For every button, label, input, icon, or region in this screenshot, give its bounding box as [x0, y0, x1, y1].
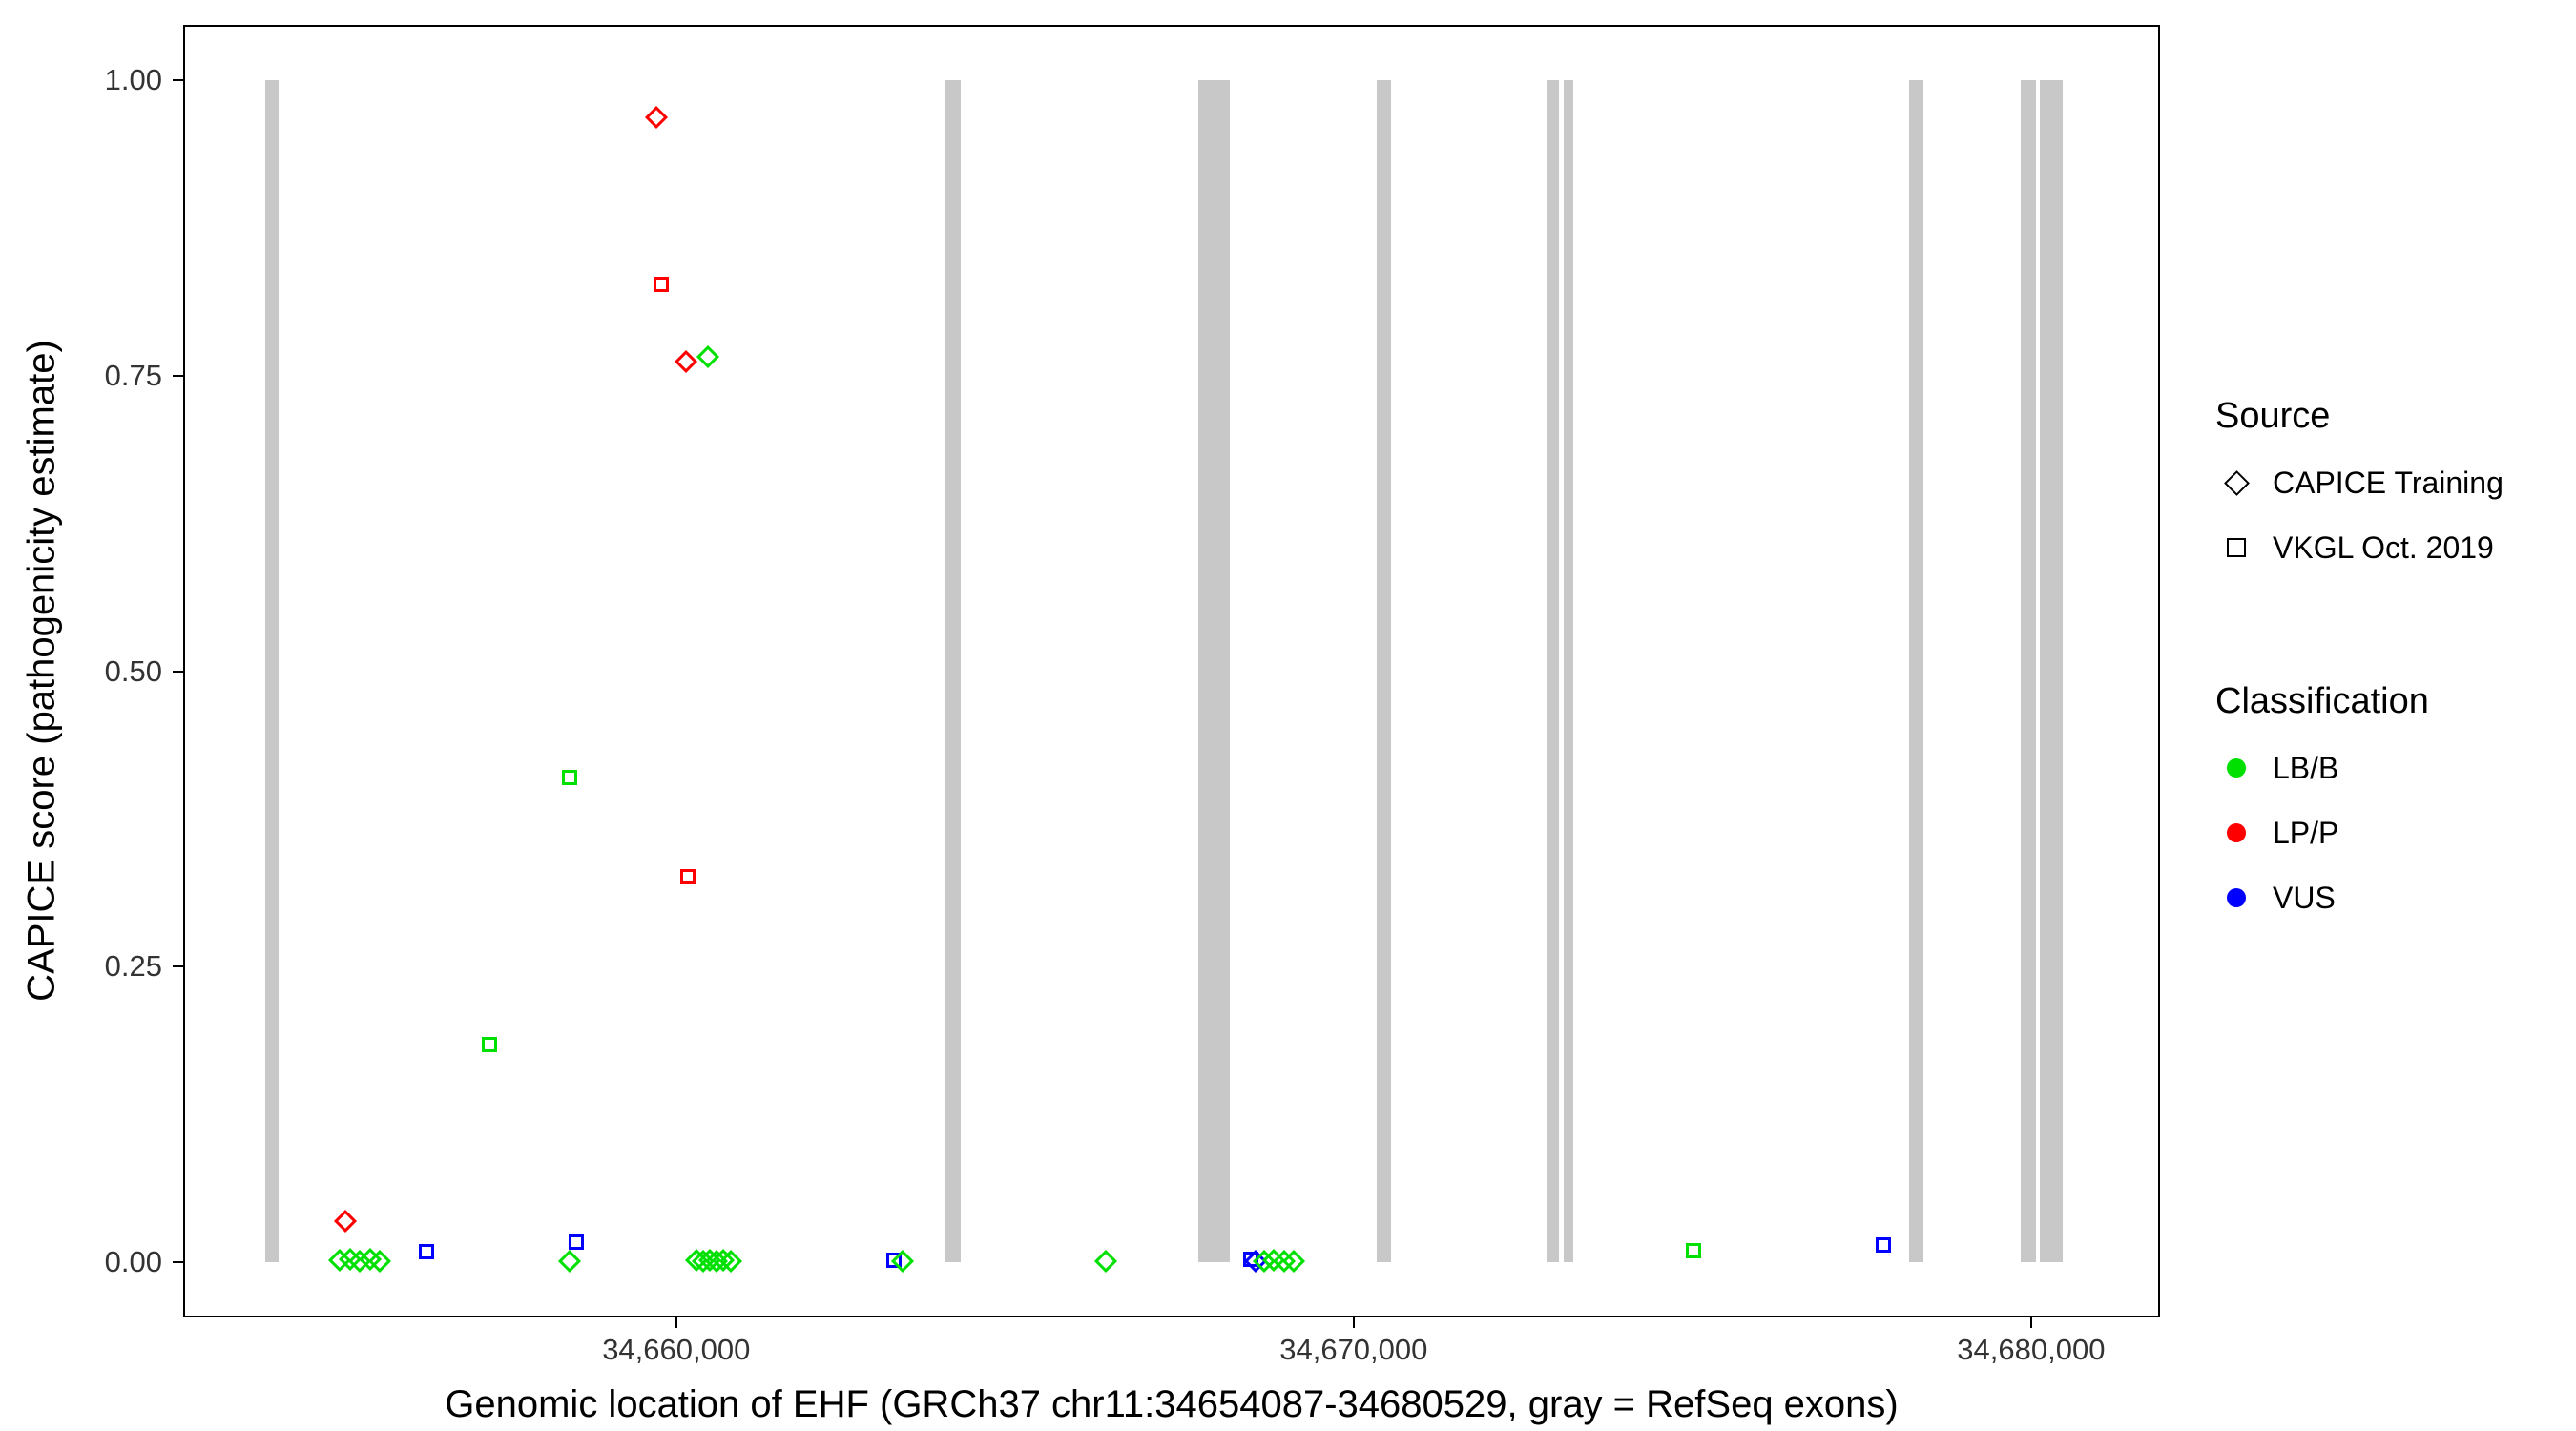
x-axis-tick	[1352, 1317, 1355, 1328]
open-square-icon	[2227, 538, 2246, 557]
legend-item-label: CAPICE Training	[2273, 465, 2503, 500]
legend-symbol-box	[2215, 888, 2257, 907]
x-axis-tick	[675, 1317, 677, 1328]
refseq-exon-bar	[1547, 79, 1559, 1263]
legend-item-lpp: LP/P	[2215, 810, 2503, 856]
y-axis-tick	[173, 78, 183, 81]
data-point-diamond	[558, 1249, 582, 1274]
x-axis-tick-label: 34,680,000	[1957, 1333, 2106, 1366]
refseq-exon-bar	[2039, 79, 2064, 1263]
y-axis-tick	[173, 1261, 183, 1264]
legend-item-vkgl: VKGL Oct. 2019	[2215, 525, 2503, 570]
data-point-square	[654, 277, 670, 293]
data-point-square	[419, 1244, 435, 1260]
refseq-exon-bar	[1563, 79, 1574, 1263]
refseq-exon-bar	[1909, 79, 1923, 1263]
legend-classification-group: Classification LB/B LP/P VUS	[2215, 681, 2503, 940]
y-axis-tick-label: 0.75	[104, 358, 162, 392]
data-point-square	[1875, 1236, 1891, 1253]
legend-item-vus: VUS	[2215, 875, 2503, 921]
data-point-square	[562, 770, 578, 786]
data-point-diamond	[675, 349, 698, 373]
x-axis-tick	[2029, 1317, 2032, 1328]
legend-source-title: Source	[2215, 396, 2331, 436]
blue-dot-icon	[2227, 888, 2246, 907]
y-axis-tick-label: 0.50	[104, 653, 162, 688]
legend-symbol-box	[2215, 469, 2257, 496]
red-dot-icon	[2227, 823, 2246, 842]
data-point-diamond	[333, 1209, 357, 1233]
data-point-square	[1242, 1251, 1258, 1267]
legend-symbol-box	[2215, 823, 2257, 842]
refseq-exon-bar	[1376, 79, 1391, 1263]
refseq-exon-bar	[264, 79, 279, 1263]
data-point-diamond	[644, 106, 668, 130]
legend-item-capice-training: CAPICE Training	[2215, 460, 2503, 506]
refseq-exon-bar	[2021, 79, 2037, 1263]
data-point-diamond	[696, 344, 719, 368]
y-axis-tick	[173, 374, 183, 377]
x-axis-tick-label: 34,660,000	[602, 1333, 751, 1366]
data-point-square	[679, 869, 696, 885]
refseq-exon-bar	[944, 79, 961, 1263]
data-point-square	[482, 1037, 498, 1053]
data-point-diamond	[1093, 1249, 1117, 1274]
legend-item-lbb: LB/B	[2215, 745, 2503, 791]
legend-classification-title: Classification	[2215, 681, 2429, 721]
x-axis-label: Genomic location of EHF (GRCh37 chr11:34…	[445, 1383, 1899, 1425]
y-axis-tick-label: 1.00	[104, 62, 162, 96]
y-axis-tick-label: 0.25	[104, 949, 162, 984]
refseq-exon-bar	[1197, 79, 1230, 1263]
legend-item-label: LB/B	[2273, 750, 2339, 785]
y-axis-tick	[173, 965, 183, 968]
plot-panel	[183, 25, 2160, 1317]
legend-item-label: VKGL Oct. 2019	[2273, 529, 2494, 565]
points-layer	[185, 27, 2158, 1316]
data-point-square	[569, 1234, 585, 1251]
y-axis-tick-label: 0.00	[104, 1245, 162, 1279]
exons-layer	[185, 27, 2158, 1316]
legend: Source CAPICE Training VKGL Oct. 2019 Cl…	[2215, 396, 2503, 940]
green-dot-icon	[2227, 758, 2246, 778]
y-axis-tick	[173, 670, 183, 673]
legend-source-group: Source CAPICE Training VKGL Oct. 2019	[2215, 396, 2503, 590]
data-point-square	[886, 1252, 903, 1268]
data-point-square	[1685, 1242, 1701, 1258]
legend-item-label: LP/P	[2273, 815, 2339, 850]
open-diamond-icon	[2223, 469, 2250, 496]
legend-item-label: VUS	[2273, 880, 2336, 915]
legend-symbol-box	[2215, 758, 2257, 778]
x-axis-tick-label: 34,670,000	[1279, 1333, 1428, 1366]
legend-symbol-box	[2215, 538, 2257, 557]
